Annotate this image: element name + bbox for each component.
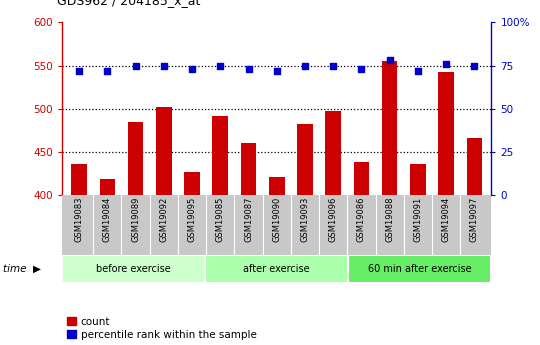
Text: GSM19093: GSM19093: [300, 197, 309, 242]
Bar: [382, 61, 397, 195]
Bar: [297, 124, 313, 195]
Text: GSM19086: GSM19086: [357, 197, 366, 242]
Point: [414, 68, 422, 73]
Text: GSM19097: GSM19097: [470, 197, 479, 242]
Point: [188, 66, 197, 72]
Point: [470, 63, 479, 68]
Bar: [241, 143, 256, 195]
Bar: [213, 116, 228, 195]
Text: GSM19089: GSM19089: [131, 197, 140, 242]
Bar: [326, 111, 341, 195]
Text: GSM19095: GSM19095: [187, 197, 197, 242]
Bar: [354, 162, 369, 195]
Point: [244, 66, 253, 72]
Text: GSM19096: GSM19096: [329, 197, 338, 242]
Text: GDS962 / 204185_x_at: GDS962 / 204185_x_at: [57, 0, 200, 7]
Text: GSM19084: GSM19084: [103, 197, 112, 242]
Text: before exercise: before exercise: [96, 264, 171, 274]
Point: [159, 63, 168, 68]
Text: GSM19094: GSM19094: [442, 197, 451, 242]
Point: [386, 58, 394, 63]
Text: GSM19083: GSM19083: [75, 197, 84, 242]
Point: [357, 66, 366, 72]
Bar: [99, 179, 115, 195]
Point: [75, 68, 83, 73]
Text: GSM19090: GSM19090: [272, 197, 281, 242]
Point: [329, 63, 338, 68]
Bar: [205, 255, 348, 283]
Text: after exercise: after exercise: [244, 264, 310, 274]
Bar: [467, 138, 482, 195]
Text: GSM19085: GSM19085: [216, 197, 225, 242]
Text: time  ▶: time ▶: [3, 264, 40, 274]
Bar: [71, 164, 87, 195]
Bar: [156, 107, 172, 195]
Text: GSM19087: GSM19087: [244, 197, 253, 242]
Point: [442, 61, 450, 67]
Bar: [184, 171, 200, 195]
Bar: [438, 72, 454, 195]
Legend: count, percentile rank within the sample: count, percentile rank within the sample: [68, 317, 256, 340]
Point: [273, 68, 281, 73]
Point: [131, 63, 140, 68]
Bar: [128, 121, 143, 195]
Point: [301, 63, 309, 68]
Text: GSM19092: GSM19092: [159, 197, 168, 242]
Text: GSM19088: GSM19088: [385, 197, 394, 242]
Bar: [62, 255, 205, 283]
Point: [216, 63, 225, 68]
Bar: [410, 164, 426, 195]
Point: [103, 68, 112, 73]
Bar: [348, 255, 491, 283]
Bar: [269, 177, 285, 195]
Text: 60 min after exercise: 60 min after exercise: [368, 264, 471, 274]
Text: GSM19091: GSM19091: [414, 197, 422, 242]
